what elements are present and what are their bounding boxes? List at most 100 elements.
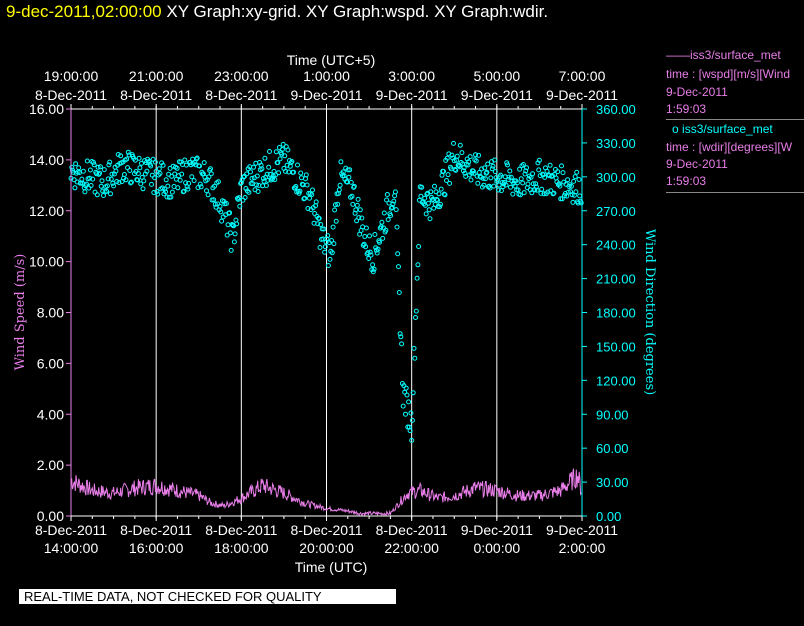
right-tick-label: 360.00	[596, 102, 636, 117]
wind-direction-point	[265, 177, 271, 183]
wind-direction-point	[125, 149, 131, 155]
wind-direction-point	[565, 189, 571, 195]
top-tick-time: 21:00:00	[129, 68, 184, 84]
wind-direction-point	[315, 221, 321, 227]
wind-direction-point	[228, 247, 234, 253]
top-tick-time: 7:00:00	[559, 68, 606, 84]
wind-direction-point	[138, 181, 144, 187]
wind-direction-point	[330, 224, 336, 230]
wind-direction-point	[194, 155, 200, 161]
bottom-tick-time: 14:00:00	[44, 540, 99, 556]
bottom-tick-time: 20:00:00	[299, 540, 354, 556]
wind-direction-point	[97, 170, 103, 176]
legend-wdir-date: 9-Dec-2011	[666, 157, 728, 171]
wind-direction-point	[91, 162, 97, 168]
top-tick-date: 9-Dec-2011	[290, 87, 362, 103]
left-tick-label: 4.00	[37, 406, 64, 422]
wind-direction-point	[573, 189, 579, 195]
wind-direction-point	[149, 172, 155, 178]
wind-direction-point	[157, 171, 163, 176]
wind-direction-point	[128, 179, 134, 185]
wind-direction-point	[414, 275, 420, 281]
wind-direction-point	[94, 171, 100, 177]
wind-direction-point	[73, 161, 79, 167]
legend-wspd-line-marker: ——	[666, 48, 690, 62]
wind-direction-point	[438, 186, 444, 192]
wind-direction-point	[144, 168, 150, 174]
wind-direction-point	[160, 162, 166, 168]
wind-direction-point	[398, 334, 404, 340]
wind-direction-point	[510, 191, 516, 197]
wind-direction-point	[539, 186, 545, 192]
wind-direction-point	[545, 189, 551, 195]
wind-direction-point	[481, 182, 487, 188]
wind-direction-point	[395, 251, 401, 257]
wind-direction-point	[115, 152, 121, 157]
wind-direction-point	[365, 250, 371, 256]
wind-direction-point	[534, 187, 540, 193]
wind-direction-point	[193, 156, 199, 162]
wind-direction-point	[309, 192, 315, 198]
wind-direction-point	[123, 177, 129, 183]
wind-direction-point	[276, 170, 282, 176]
wind-direction-point	[380, 235, 386, 241]
wind-direction-point	[236, 195, 242, 201]
wind-direction-point	[224, 232, 230, 238]
wind-direction-point	[508, 184, 513, 190]
wind-direction-point	[375, 246, 381, 252]
wind-direction-point	[473, 158, 479, 164]
wind-direction-point	[297, 188, 303, 194]
left-tick-label: 8.00	[37, 305, 64, 321]
wind-direction-point	[295, 162, 300, 168]
wind-direction-point	[279, 147, 285, 152]
right-tick-label: 90.00	[596, 407, 629, 422]
wind-direction-point	[357, 207, 363, 213]
wind-direction-point	[347, 167, 353, 173]
wind-direction-point	[354, 218, 360, 224]
wind-direction-point	[322, 249, 328, 255]
bottom-tick-time: 22:00:00	[384, 540, 439, 556]
wind-direction-point	[135, 177, 141, 183]
wind-direction-point	[282, 153, 288, 159]
wind-direction-point	[249, 175, 255, 181]
wind-direction-point	[141, 178, 147, 184]
wind-direction-point	[305, 206, 311, 211]
wind-direction-point	[106, 162, 112, 168]
wind-direction-point	[403, 385, 409, 391]
wind-direction-point	[69, 164, 75, 170]
top-tick-date: 9-Dec-2011	[461, 87, 533, 103]
wind-direction-point	[262, 155, 268, 161]
wind-direction-point	[174, 165, 180, 171]
wind-direction-point	[467, 154, 473, 160]
wind-direction-point	[491, 183, 497, 189]
wind-direction-point	[116, 180, 122, 185]
header-timestamp: 9-dec-2011,02:00:00	[6, 2, 162, 21]
wind-speed-line	[70, 468, 583, 518]
wind-direction-point	[267, 149, 272, 154]
wind-direction-point	[485, 161, 491, 167]
wind-direction-point	[396, 290, 402, 295]
wind-direction-point	[310, 187, 315, 193]
wind-direction-point	[520, 162, 526, 167]
wind-direction-point	[363, 225, 369, 231]
wind-direction-point	[392, 189, 398, 195]
wind-direction-point	[148, 163, 154, 169]
wind-direction-point	[359, 215, 365, 221]
right-axis-label: Wind Direction (degrees)	[642, 229, 657, 395]
wind-direction-point	[408, 410, 414, 416]
wind-direction-point	[105, 176, 111, 182]
wind-direction-point	[289, 159, 295, 164]
wind-direction-point	[578, 200, 584, 206]
top-tick-time: 1:00:00	[303, 68, 350, 84]
wind-direction-point	[452, 167, 458, 172]
wind-direction-point	[475, 180, 481, 186]
wind-direction-point	[212, 201, 218, 207]
wind-direction-point	[323, 239, 329, 245]
right-tick-label: 210.00	[596, 272, 636, 287]
wind-direction-point	[436, 191, 442, 197]
wind-direction-point	[140, 186, 146, 192]
wind-direction-point	[429, 197, 435, 203]
wind-direction-point	[90, 176, 96, 182]
wind-direction-point	[84, 181, 89, 187]
wind-direction-point	[211, 197, 217, 203]
